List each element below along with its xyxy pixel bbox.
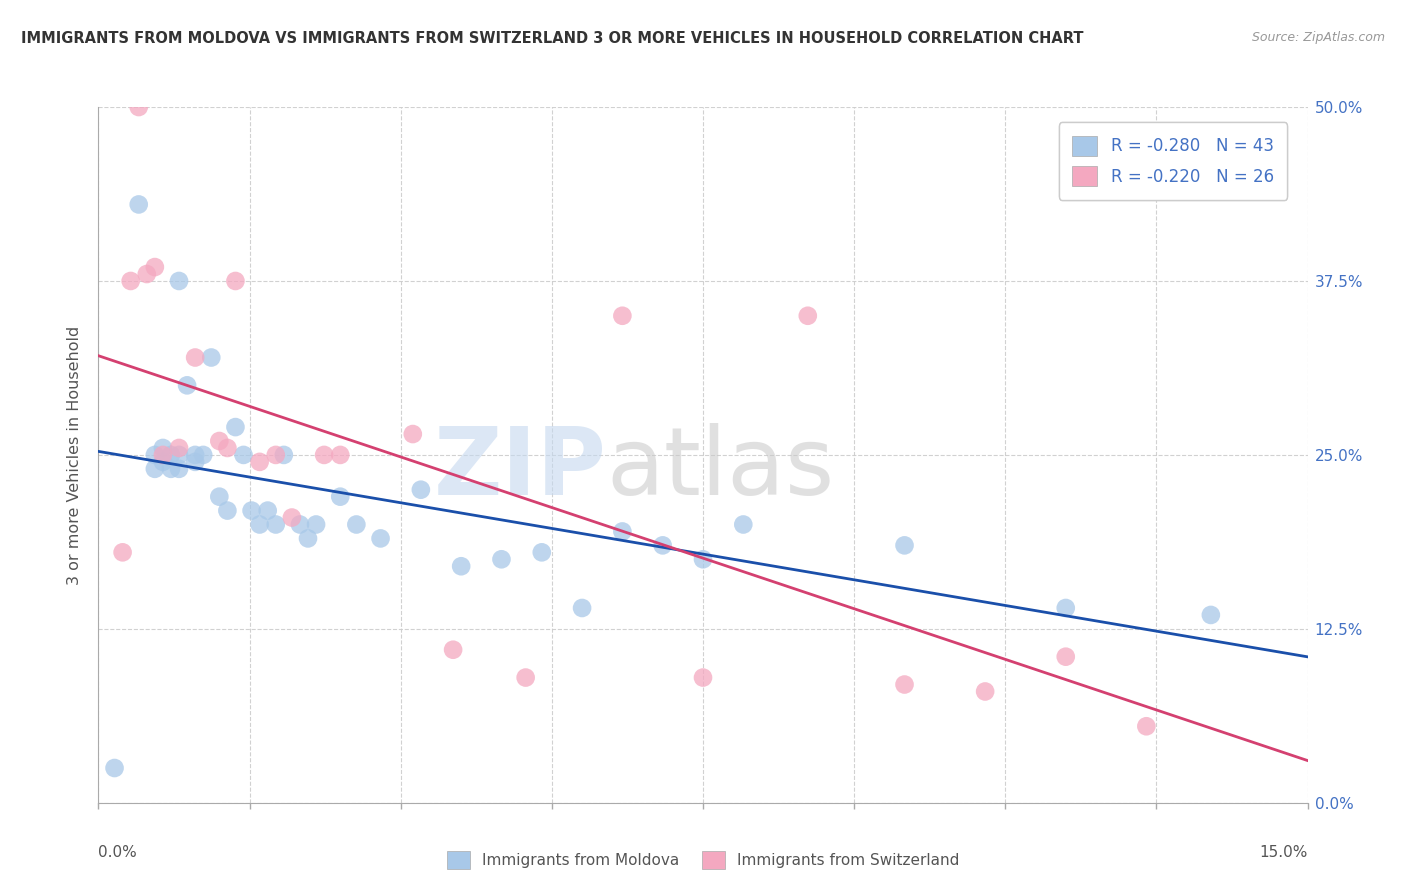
Point [893,538,915,552]
Point [249,517,271,532]
Point [264,448,287,462]
Point [515,671,537,685]
Point [160,462,183,476]
Point [1135,719,1157,733]
Point [224,274,246,288]
Point [184,455,207,469]
Point [193,448,215,462]
Point [208,490,231,504]
Point [491,552,513,566]
Point [305,517,328,532]
Point [314,448,336,462]
Point [1054,601,1077,615]
Point [167,462,190,476]
Point [273,448,295,462]
Legend: Immigrants from Moldova, Immigrants from Switzerland: Immigrants from Moldova, Immigrants from… [440,845,966,875]
Point [409,483,432,497]
Point [184,351,207,365]
Point [450,559,472,574]
Point [217,503,239,517]
Text: atlas: atlas [606,423,835,515]
Point [224,420,246,434]
Y-axis label: 3 or more Vehicles in Household: 3 or more Vehicles in Household [67,326,83,584]
Point [128,197,150,211]
Point [329,448,352,462]
Legend: R = -0.280   N = 43, R = -0.220   N = 26: R = -0.280 N = 43, R = -0.220 N = 26 [1059,122,1286,200]
Point [200,351,222,365]
Point [344,517,367,532]
Point [893,677,915,691]
Point [441,642,464,657]
Point [167,274,190,288]
Text: 0.0%: 0.0% [98,845,138,860]
Point [143,448,166,462]
Text: Source: ZipAtlas.com: Source: ZipAtlas.com [1251,31,1385,45]
Point [208,434,231,448]
Point [692,671,714,685]
Text: ZIP: ZIP [433,423,606,515]
Point [612,309,634,323]
Point [281,510,304,524]
Point [152,448,174,462]
Point [217,441,239,455]
Point [152,455,174,469]
Point [402,427,425,442]
Point [692,552,714,566]
Point [249,455,271,469]
Point [1054,649,1077,664]
Point [143,260,166,274]
Point [167,441,190,455]
Point [135,267,157,281]
Point [143,462,166,476]
Point [176,378,198,392]
Point [297,532,319,546]
Point [571,601,593,615]
Point [651,538,673,552]
Point [152,441,174,455]
Point [370,532,392,546]
Point [167,448,190,462]
Text: IMMIGRANTS FROM MOLDOVA VS IMMIGRANTS FROM SWITZERLAND 3 OR MORE VEHICLES IN HOU: IMMIGRANTS FROM MOLDOVA VS IMMIGRANTS FR… [21,31,1084,46]
Point [120,274,142,288]
Point [160,448,183,462]
Text: 15.0%: 15.0% [1260,845,1308,860]
Point [733,517,755,532]
Point [256,503,278,517]
Point [240,503,263,517]
Point [797,309,820,323]
Point [128,100,150,114]
Point [111,545,134,559]
Point [1199,607,1222,622]
Point [184,448,207,462]
Point [288,517,311,532]
Point [232,448,254,462]
Point [264,517,287,532]
Point [329,490,352,504]
Point [974,684,997,698]
Point [612,524,634,539]
Point [103,761,125,775]
Point [530,545,553,559]
